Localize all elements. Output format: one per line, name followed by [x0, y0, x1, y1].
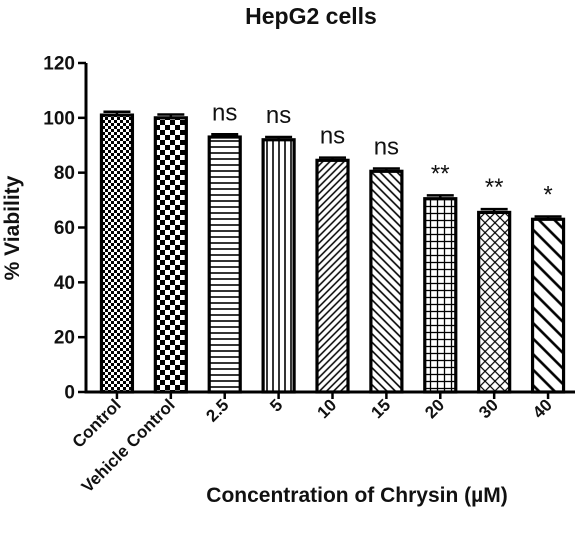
- bar-5: [315, 158, 350, 394]
- y-axis-title: % Viability: [1, 175, 24, 280]
- y-tick-label: 40: [54, 273, 75, 294]
- y-tick-label: 60: [54, 218, 75, 239]
- significance-label: **: [485, 174, 504, 201]
- bar-1: [99, 113, 135, 394]
- significance-label: ns: [374, 134, 399, 161]
- bar-2: [153, 116, 188, 394]
- significance-label: *: [543, 182, 552, 209]
- significance-label: ns: [266, 102, 291, 129]
- bar-4: [261, 138, 296, 394]
- y-tick-label: 20: [54, 328, 75, 349]
- y-tick-label: 100: [43, 108, 75, 129]
- y-tick-label: 80: [54, 163, 75, 184]
- y-tick-label: 120: [43, 54, 75, 75]
- y-tick-label: 0: [64, 383, 75, 404]
- chart-title: HepG2 cells: [245, 3, 377, 29]
- x-axis-title: Concentration of Chrysin (µM): [206, 484, 507, 507]
- x-tick-label: Vehicle Control: [78, 395, 179, 496]
- bar-9: [530, 217, 566, 394]
- x-tick-label: 30: [475, 395, 502, 422]
- x-tick-label: 15: [367, 395, 394, 422]
- x-tick-label: 5: [266, 395, 286, 415]
- bar-6: [369, 169, 404, 394]
- x-tick-label: 40: [529, 395, 556, 422]
- bar-7: [423, 197, 458, 394]
- x-tick-label: 2.5: [202, 395, 232, 425]
- x-tick-label: 20: [421, 395, 448, 422]
- significance-label: ns: [212, 99, 237, 126]
- bar-3: [207, 135, 242, 394]
- significance-label: ns: [320, 123, 345, 150]
- significance-label: **: [431, 160, 450, 187]
- x-tick-label: 10: [314, 395, 341, 422]
- bar-8: [477, 210, 512, 394]
